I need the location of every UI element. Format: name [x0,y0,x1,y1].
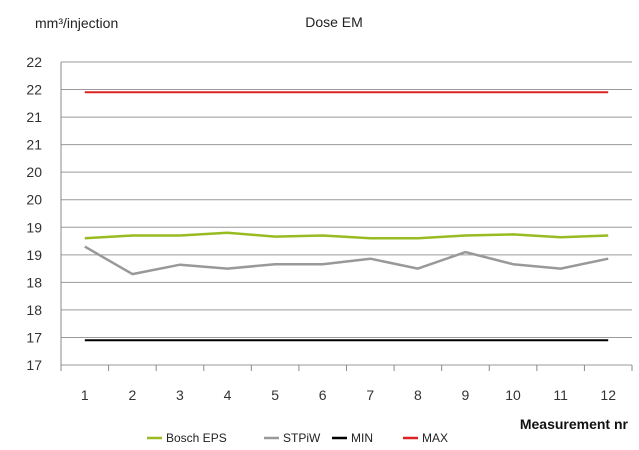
y-axis-label: mm³/injection [35,15,118,31]
x-tick-labels: 1 2 3 4 5 6 7 8 9 10 11 12 [81,387,616,403]
y-tick-label: 18 [26,274,42,290]
x-tick-label: 6 [319,387,327,403]
legend-label: Bosch EPS [166,431,227,445]
y-tick-label: 22 [26,54,42,70]
series-line-stpiw [84,245,609,276]
x-tick-label: 11 [553,387,568,403]
legend-item-min: MIN [332,431,373,445]
series-line-bosch-eps [84,231,609,240]
legend: Bosch EPS STPiW MIN MAX [147,431,448,445]
x-tick-label: 12 [600,387,616,403]
x-tick-label: 10 [505,387,521,403]
series-lines [84,91,609,342]
y-tick-labels: 17 17 18 18 19 19 20 20 21 21 22 22 [26,54,42,373]
y-tick-label: 18 [26,302,42,318]
x-tick-label: 4 [224,387,232,403]
x-tick-label: 2 [128,387,136,403]
legend-label: STPiW [283,431,321,445]
legend-label: MAX [422,431,448,445]
y-tick-label: 21 [26,109,42,125]
gridlines [60,61,633,371]
x-tick-label: 9 [462,387,470,403]
legend-label: MIN [351,431,373,445]
y-axis-label-text: mm³/injection [35,15,118,31]
legend-item-max: MAX [403,431,448,445]
legend-item-stpiw: STPiW [264,431,321,445]
legend-item-bosch-eps: Bosch EPS [147,431,227,445]
x-tick-label: 3 [176,387,184,403]
x-tick-label: 5 [271,387,279,403]
y-tick-label: 19 [26,219,42,235]
x-tick-label: 8 [414,387,422,403]
y-tick-label: 17 [26,329,42,345]
y-tick-label: 19 [26,247,42,263]
x-tick-label: 1 [81,387,89,403]
y-tick-label: 22 [26,82,42,98]
x-tick-label: 7 [366,387,374,403]
y-tick-label: 20 [26,192,42,208]
y-tick-label: 20 [26,164,42,180]
chart-title: Dose EM [305,14,363,30]
y-tick-label: 17 [26,357,42,373]
x-axis-label: Measurement nr [520,416,629,432]
y-tick-label: 21 [26,137,42,153]
